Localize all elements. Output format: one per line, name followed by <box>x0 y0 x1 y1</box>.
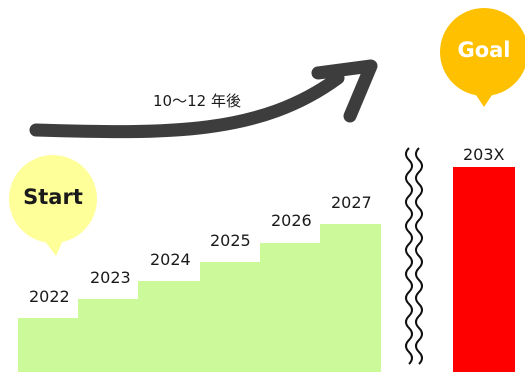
goal-year-label: 203X <box>463 145 505 164</box>
staircase <box>18 224 381 372</box>
step-label-2027: 2027 <box>331 193 372 212</box>
curved-arrow-head <box>311 59 378 123</box>
break-wave-left <box>405 147 413 365</box>
curved-arrow-shaft <box>29 71 345 139</box>
step-label-2024: 2024 <box>150 250 191 269</box>
goal-label: Goal <box>457 38 511 62</box>
start-label: Start <box>23 185 83 209</box>
step-label-2026: 2026 <box>271 211 312 230</box>
step-label-2022: 2022 <box>29 287 70 306</box>
start-bubble <box>9 155 97 256</box>
goal-bubble <box>440 8 525 107</box>
break-wave-right <box>415 147 423 365</box>
step-label-2025: 2025 <box>210 231 251 250</box>
goal-bar <box>453 167 515 372</box>
arrow-label: 10〜12 年後 <box>153 92 241 110</box>
step-label-2023: 2023 <box>90 268 131 287</box>
